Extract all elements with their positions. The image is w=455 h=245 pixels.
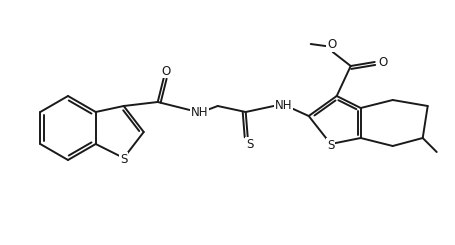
- Text: O: O: [161, 64, 170, 77]
- Text: S: S: [120, 152, 127, 166]
- Text: NH: NH: [275, 98, 292, 111]
- Text: S: S: [327, 138, 334, 151]
- Text: O: O: [378, 56, 387, 69]
- Text: O: O: [327, 38, 336, 51]
- Text: S: S: [246, 137, 253, 150]
- Text: NH: NH: [191, 106, 208, 119]
